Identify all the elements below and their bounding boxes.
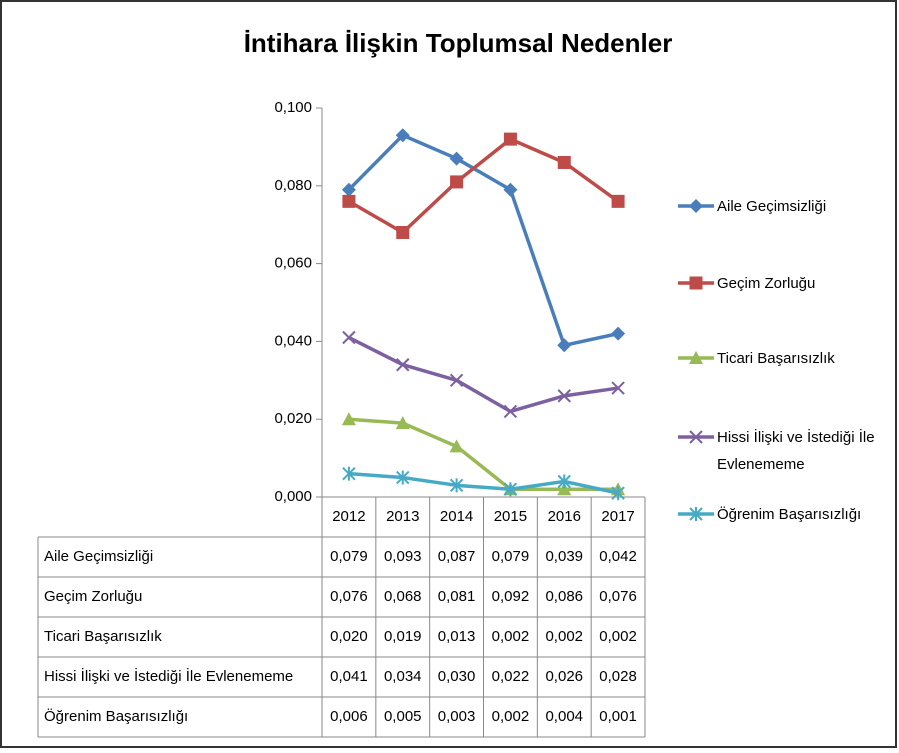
marker [503, 132, 517, 146]
table-cell: 0,013 [438, 628, 476, 645]
table-cell: 0,005 [384, 708, 422, 725]
table-cell: 0,093 [384, 548, 422, 565]
marker [396, 225, 410, 239]
marker [342, 330, 356, 345]
marker [557, 482, 572, 496]
y-tick-label: 0,100 [274, 99, 312, 116]
table-cell: 0,068 [384, 588, 422, 605]
marker [449, 478, 464, 493]
marker [557, 474, 571, 489]
legend-label: Ticari Başarısızlık [717, 349, 835, 367]
y-tick-label: 0,020 [274, 410, 312, 427]
legend-marker [689, 507, 703, 521]
table-cell: 0,042 [599, 548, 637, 565]
table-cell: 0,019 [384, 628, 422, 645]
legend-marker [689, 276, 703, 290]
y-tick-label: 0,000 [274, 488, 312, 505]
marker [557, 155, 571, 169]
table-cell: 0,022 [492, 668, 530, 685]
marker [503, 182, 518, 197]
table-cell: 0,002 [545, 628, 583, 645]
marker [557, 389, 571, 403]
x-tick-label: 2013 [386, 508, 419, 525]
table-cell: 0,087 [438, 548, 476, 565]
table-row-label: Ticari Başarısızlık [44, 628, 162, 645]
table-cell: 0,034 [384, 668, 422, 685]
legend-label: Hissi İlişki ve İstediği İle Evlenememe [717, 428, 875, 473]
series-line [347, 133, 619, 348]
table-cell: 0,002 [492, 628, 530, 645]
marker [395, 128, 410, 143]
table-cell: 0,002 [492, 708, 530, 725]
marker [449, 151, 464, 166]
table-row-label: Hissi İlişki ve İstediği İle Evlenememe [44, 667, 293, 685]
marker [611, 486, 625, 501]
legend-marker [689, 430, 703, 444]
table-cell: 0,006 [330, 708, 368, 725]
table-cell: 0,081 [438, 588, 476, 605]
table-cell: 0,039 [545, 548, 583, 565]
marker [449, 439, 464, 453]
legend-label: Aile Geçimsizliği [717, 197, 827, 215]
y-tick-label: 0,060 [274, 255, 312, 272]
marker [503, 482, 518, 497]
table-cell: 0,003 [438, 708, 476, 725]
marker [341, 182, 356, 197]
marker [396, 470, 410, 485]
x-tick-label: 2015 [494, 508, 527, 525]
legend-marker [689, 199, 703, 213]
legend-label: Geçim Zorluğu [717, 274, 816, 292]
legend-label: Öğrenim Başarısızlığı [717, 505, 862, 523]
table-cell: 0,001 [599, 708, 637, 725]
table-row-label: Aile Geçimsizliği [44, 548, 153, 565]
table-row-label: Öğrenim Başarısızlığı [44, 707, 188, 725]
marker [450, 175, 464, 189]
legend-marker [689, 351, 703, 364]
series-line [348, 417, 619, 491]
table-cell: 0,004 [545, 708, 583, 725]
y-tick-label: 0,040 [274, 332, 312, 349]
marker [611, 381, 625, 395]
marker [342, 194, 356, 208]
marker [611, 194, 625, 208]
marker [449, 373, 464, 388]
table-cell: 0,030 [438, 668, 476, 685]
x-tick-label: 2016 [548, 508, 581, 525]
table-cell: 0,079 [492, 548, 530, 565]
table-cell: 0,020 [330, 628, 368, 645]
table-cell: 0,041 [330, 668, 368, 685]
table-cell: 0,086 [545, 588, 583, 605]
series-line [348, 137, 620, 235]
marker [395, 416, 410, 430]
marker [342, 466, 356, 481]
marker [503, 404, 518, 419]
marker [396, 358, 410, 372]
table-cell: 0,002 [599, 628, 637, 645]
series-line [348, 335, 619, 414]
table-cell: 0,028 [599, 668, 637, 685]
table-cell: 0,076 [330, 588, 368, 605]
x-tick-label: 2014 [440, 508, 473, 525]
x-tick-label: 2017 [601, 508, 634, 525]
series-line [348, 471, 619, 495]
table-cell: 0,079 [330, 548, 368, 565]
table-cell: 0,026 [545, 668, 583, 685]
chart-title: İntihara İlişkin Toplumsal Nedenler [244, 28, 673, 58]
table-cell: 0,092 [492, 588, 530, 605]
y-tick-label: 0,080 [274, 177, 312, 194]
marker [611, 326, 626, 341]
marker [341, 412, 356, 426]
marker [557, 338, 572, 353]
x-tick-label: 2012 [332, 508, 365, 525]
table-cell: 0,076 [599, 588, 637, 605]
table-row-label: Geçim Zorluğu [44, 588, 142, 605]
